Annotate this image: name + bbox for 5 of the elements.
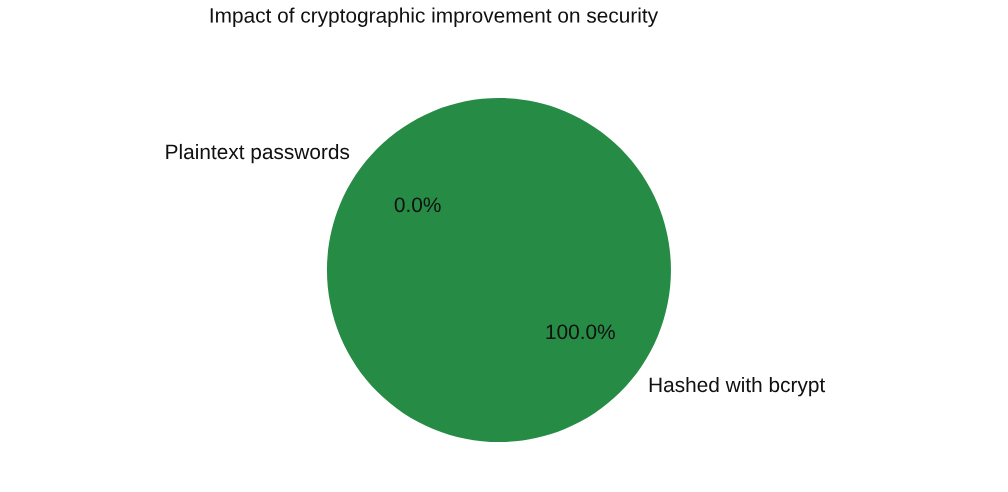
data-label: 100.0% xyxy=(546,324,615,340)
text: 0.0% xyxy=(394,197,441,213)
slice-label: Hashed with bcrypt xyxy=(649,376,826,397)
chart-title: Impact of cryptographic improvement on security xyxy=(210,7,659,27)
category-label: Plaintext passwords xyxy=(166,143,350,164)
